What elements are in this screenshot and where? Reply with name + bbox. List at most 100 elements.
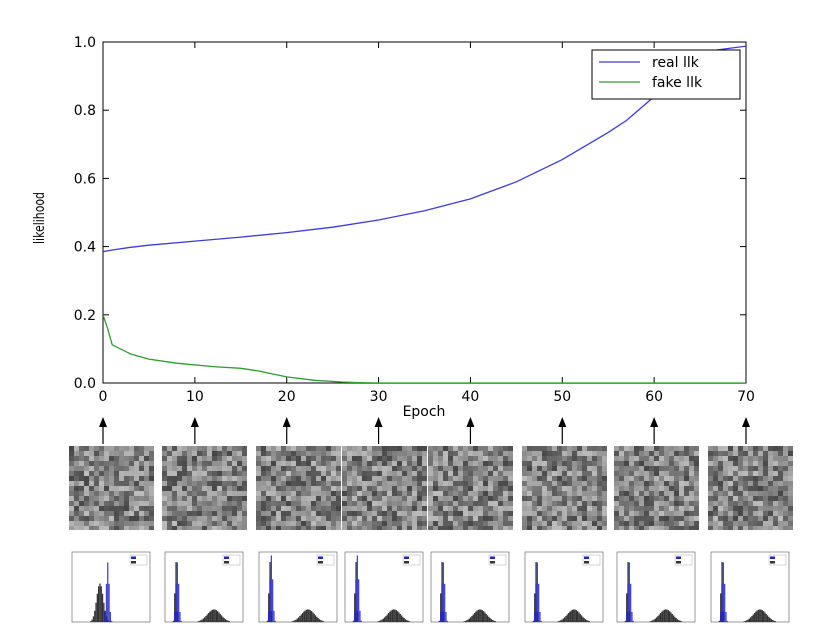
histogram-bar-fake <box>743 621 745 622</box>
histogram-bar-fake <box>761 610 763 622</box>
histogram-legend-real <box>318 556 323 559</box>
histogram-bar-fake <box>400 615 403 622</box>
histogram-bar-fake <box>226 620 228 622</box>
histogram-bar-fake <box>659 613 662 622</box>
x-tick-label: 30 <box>370 389 388 405</box>
histogram-legend-fake <box>584 561 589 564</box>
histogram-thumbnail <box>258 551 338 623</box>
histogram-bar-fake <box>493 620 495 622</box>
sample-image <box>428 446 513 530</box>
histogram-bar-fake <box>756 610 758 622</box>
histogram-legend-real <box>224 556 229 559</box>
histogram-bar-real <box>356 555 358 622</box>
histogram-bar-real <box>178 583 180 622</box>
x-axis-ticks: 0 10 20 30 40 50 60 70 <box>99 42 755 405</box>
histogram-bar-fake <box>407 620 409 622</box>
histogram-bar-fake <box>94 610 96 622</box>
histogram-thumbnails <box>71 551 790 623</box>
histogram-bar-fake <box>582 616 584 622</box>
histogram-legend-real <box>584 556 589 559</box>
histogram-bar-fake <box>759 609 761 622</box>
histogram-bar-real <box>108 583 110 622</box>
histogram-bar-fake <box>391 609 394 622</box>
y-tick-label: 0.4 <box>74 240 96 256</box>
histogram-bar-fake <box>387 613 390 622</box>
legend: real llk fake llk <box>591 49 741 100</box>
histogram-bar-fake <box>220 615 223 622</box>
histogram-bar-fake <box>389 611 391 622</box>
arrow-head <box>558 417 567 427</box>
histogram-bar-real <box>354 610 356 622</box>
histogram-bar-real <box>179 611 181 622</box>
histogram-bar-fake <box>210 610 212 622</box>
histogram-bar-fake <box>464 620 467 622</box>
histogram-bar-fake <box>200 620 202 622</box>
histogram-bar-real <box>438 620 441 622</box>
arrow-head <box>466 417 475 427</box>
histogram-bar-real <box>632 620 634 622</box>
histogram-bar-real <box>624 620 627 622</box>
histogram-bar-fake <box>98 586 100 622</box>
histogram-legend <box>768 554 787 566</box>
histogram-bar-real <box>445 611 447 622</box>
histogram-bar-fake <box>772 620 774 622</box>
histogram-bar-fake <box>468 618 470 622</box>
histogram-bar-fake <box>207 613 210 622</box>
histogram-bar-fake <box>381 619 383 622</box>
histogram-bar-real <box>272 579 274 622</box>
histogram-bar-fake <box>656 617 658 622</box>
histogram-bar-fake <box>90 621 92 622</box>
histogram-bar-fake <box>663 609 666 622</box>
histogram-bar-real <box>103 620 105 622</box>
histogram-bar-fake <box>100 586 102 622</box>
histogram-bar-fake <box>307 609 309 622</box>
histogram-legend <box>674 554 693 566</box>
histogram-bar-fake <box>671 613 673 622</box>
histogram-bar-fake <box>384 617 386 622</box>
histogram-bar-fake <box>578 612 580 622</box>
histogram-bar-real <box>109 611 111 622</box>
series-line-1 <box>103 314 746 383</box>
histogram-bar-fake <box>305 609 308 622</box>
histogram-bar-fake <box>769 618 771 622</box>
histogram-bar-fake <box>201 619 203 622</box>
histogram-bar-fake <box>765 613 767 622</box>
histogram-bar-fake <box>560 620 562 622</box>
histogram-legend-real <box>490 556 495 559</box>
histogram-legend-fake <box>770 561 775 564</box>
histogram-bar-fake <box>354 593 356 622</box>
histogram-bar-fake <box>750 617 752 622</box>
histogram-bar-fake <box>579 613 581 622</box>
histogram-bar-fake <box>214 609 216 622</box>
histogram-bar-real <box>266 620 269 622</box>
histogram-bar-fake <box>399 613 401 622</box>
histogram-bar-fake <box>649 621 651 622</box>
histogram-bar-real <box>268 610 270 622</box>
histogram-bar-fake <box>223 618 225 622</box>
histogram-bar-fake <box>467 619 469 622</box>
line-chart: 0.0 0.2 0.4 0.6 0.8 1.0 0 10 20 30 40 50 60 70 Epoch… <box>31 35 755 420</box>
histogram-bar-fake <box>650 620 653 622</box>
histogram-bar-fake <box>101 593 104 622</box>
histogram-bar-real <box>444 583 446 622</box>
histogram-bar-real <box>539 611 541 622</box>
histogram-legend <box>582 554 601 566</box>
histogram-bar-real <box>175 583 177 622</box>
y-tick-label: 0.2 <box>74 308 96 324</box>
histogram-bar-fake <box>296 618 298 622</box>
sample-image <box>614 446 699 530</box>
histogram-bar-fake <box>494 621 496 622</box>
histogram-bar-fake <box>476 610 478 622</box>
histogram-bar-fake <box>774 621 776 622</box>
histogram-bar-fake <box>205 615 207 622</box>
histogram-bar-real <box>726 620 728 622</box>
arrow-head <box>282 417 291 427</box>
arrow-head <box>99 417 107 427</box>
histogram-bar-fake <box>398 612 400 622</box>
histogram-bar-real <box>536 562 538 622</box>
histogram-thumbnail <box>164 551 244 623</box>
histogram-bar-fake <box>386 614 388 622</box>
histogram-bar-fake <box>318 619 321 622</box>
histogram-bar-fake <box>479 609 481 622</box>
